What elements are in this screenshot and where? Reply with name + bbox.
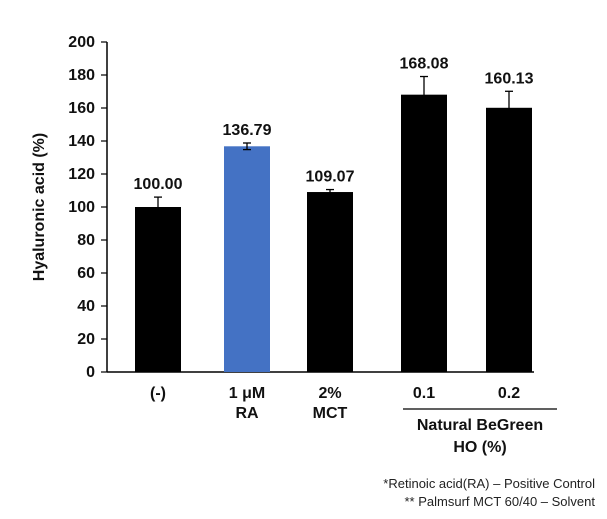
bar	[486, 107, 532, 373]
y-tick-label: 120	[68, 166, 95, 183]
category-label-line2: MCT	[313, 405, 348, 422]
y-tick-label: 200	[68, 34, 95, 51]
bar	[401, 94, 447, 372]
y-tick-label: 40	[77, 298, 95, 315]
category-label-line1: 0.1	[413, 385, 435, 402]
y-tick-label: 180	[68, 67, 95, 84]
bar	[307, 192, 353, 372]
footnote-positive-control: *Retinoic acid(RA) – Positive Control	[383, 476, 595, 491]
y-axis-label: Hyaluronic acid (%)	[31, 133, 48, 281]
bars: 100.00 136.79 109.07 168.08 160.13	[134, 56, 534, 373]
y-tick-label: 0	[86, 364, 95, 381]
category-label-line1: 0.2	[498, 385, 520, 402]
group-label-line1: Natural BeGreen	[417, 417, 543, 434]
y-tick-label: 80	[77, 232, 95, 249]
data-label: 136.79	[223, 122, 272, 139]
category-label-line1: 1 μM	[229, 385, 265, 402]
y-tick-label: 100	[68, 199, 95, 216]
y-tick-label: 60	[77, 265, 95, 282]
y-axis-ticks: 0 20 40 60 80 100 120 140 160 180 200	[68, 34, 107, 381]
bar	[135, 207, 181, 372]
data-label: 168.08	[400, 56, 449, 73]
y-tick-label: 140	[68, 133, 95, 150]
category-label-line2: RA	[235, 405, 259, 422]
y-tick-label: 20	[77, 331, 95, 348]
category-labels: (-) 1 μM RA 2% MCT 0.1 0.2	[150, 385, 520, 422]
data-label: 160.13	[485, 70, 534, 87]
y-tick-label: 160	[68, 100, 95, 117]
category-label-line1: 2%	[318, 385, 341, 402]
bar	[224, 146, 270, 372]
group-label-line2: HO (%)	[453, 439, 506, 456]
data-label: 109.07	[306, 169, 355, 186]
category-label-line1: (-)	[150, 385, 166, 402]
footnote-solvent: ** Palmsurf MCT 60/40 – Solvent	[404, 494, 595, 509]
data-label: 100.00	[134, 176, 183, 193]
